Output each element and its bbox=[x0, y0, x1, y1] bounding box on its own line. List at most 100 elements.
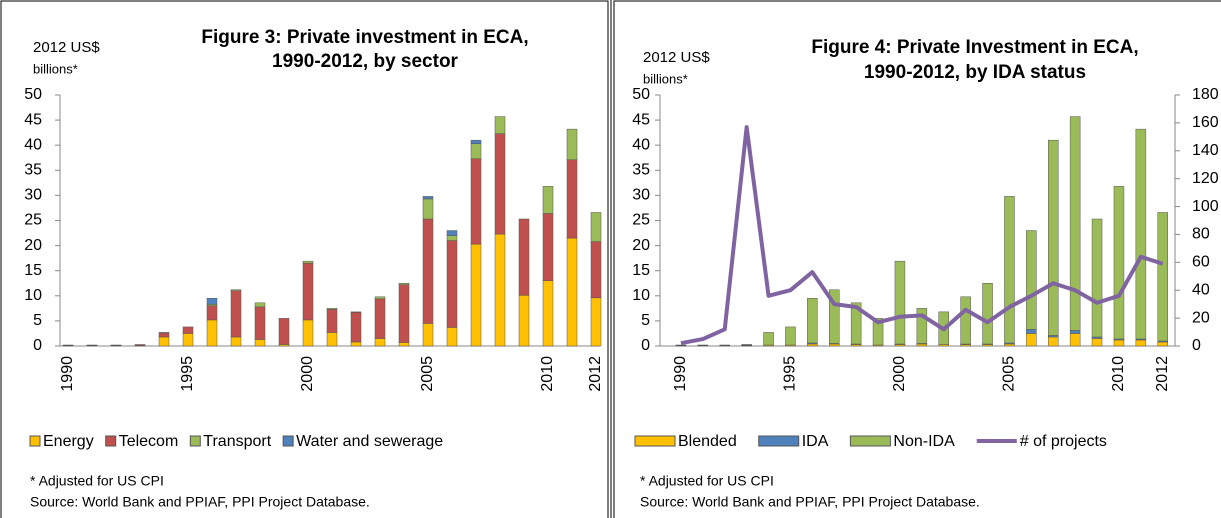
x-tick-label: 2012 bbox=[587, 356, 604, 392]
y-tick-label: 20 bbox=[24, 237, 42, 254]
bar-segment bbox=[446, 235, 458, 241]
y-tick-label: 40 bbox=[24, 136, 42, 153]
bar-segment bbox=[566, 159, 578, 239]
bar-segment bbox=[254, 306, 266, 340]
legend-swatch bbox=[758, 435, 800, 447]
y2-tick-label: 40 bbox=[1192, 281, 1210, 298]
y-tick-label: 30 bbox=[632, 187, 650, 204]
bar-segment bbox=[206, 319, 218, 347]
legend-label: Blended bbox=[678, 433, 737, 450]
bar-segment bbox=[542, 186, 554, 214]
bar-segment bbox=[542, 213, 554, 281]
bar-segment bbox=[1069, 116, 1081, 331]
chart-title: 1990-2012, by IDA status bbox=[864, 62, 1086, 83]
bar-segment bbox=[494, 233, 506, 347]
bar-segment bbox=[182, 333, 194, 347]
bar-segment bbox=[446, 240, 458, 328]
bar-segment bbox=[697, 344, 709, 346]
bar-segment bbox=[1113, 186, 1125, 340]
chart-title: Figure 4: Private Investment in ECA, bbox=[811, 37, 1138, 58]
bar-segment bbox=[470, 139, 482, 144]
bar-segment bbox=[518, 218, 530, 296]
y-tick-label: 0 bbox=[33, 337, 42, 354]
y-tick-label: 10 bbox=[632, 287, 650, 304]
bar-segment bbox=[590, 212, 602, 242]
bar-segment bbox=[374, 298, 386, 339]
bar-segment bbox=[398, 283, 410, 286]
y-axis-label: billions* bbox=[643, 71, 688, 86]
bar-segment bbox=[763, 332, 774, 346]
bar-segment bbox=[741, 344, 752, 346]
bar-segment bbox=[158, 336, 170, 347]
bar-segment bbox=[350, 312, 362, 343]
y2-tick-label: 20 bbox=[1192, 309, 1210, 326]
bar-segment bbox=[494, 133, 506, 235]
y-tick-label: 5 bbox=[641, 312, 650, 329]
x-tick-label: 1995 bbox=[782, 356, 799, 392]
y-tick-label: 0 bbox=[641, 337, 650, 354]
bar-segment bbox=[158, 332, 170, 338]
bar-segment bbox=[894, 260, 906, 345]
x-tick-label: 1990 bbox=[672, 356, 689, 392]
bar-segment bbox=[518, 295, 530, 347]
legend-swatch bbox=[849, 435, 891, 447]
footnote: Source: World Bank and PPIAF, PPI Projec… bbox=[30, 494, 370, 510]
bar-segment bbox=[916, 343, 928, 347]
bar-segment bbox=[494, 116, 506, 134]
bar-segment bbox=[872, 318, 884, 346]
bar-segment bbox=[542, 280, 554, 347]
bar-segment bbox=[1004, 196, 1015, 344]
bar-segment bbox=[422, 198, 434, 220]
legend-swatch bbox=[634, 435, 676, 447]
y-tick-label: 50 bbox=[632, 86, 650, 103]
bar-segment bbox=[590, 297, 602, 347]
bar-segment bbox=[566, 128, 578, 161]
panel-border bbox=[613, 0, 1221, 518]
bar-segment bbox=[1113, 339, 1125, 347]
bar-segment bbox=[326, 309, 338, 333]
legend-swatch bbox=[105, 435, 117, 447]
y2-tick-label: 60 bbox=[1192, 254, 1210, 271]
y2-tick-label: 80 bbox=[1192, 226, 1210, 243]
bar-segment bbox=[422, 196, 434, 200]
bar-segment bbox=[254, 339, 266, 347]
bar-segment bbox=[278, 318, 290, 345]
bar-segment bbox=[1026, 230, 1037, 330]
bar-segment bbox=[230, 336, 242, 347]
y2-tick-label: 180 bbox=[1192, 86, 1219, 103]
y-tick-label: 40 bbox=[632, 136, 650, 153]
legend-label: Transport bbox=[203, 433, 271, 450]
footnote: * Adjusted for US CPI bbox=[640, 473, 774, 489]
legend-label: Energy bbox=[43, 433, 94, 450]
legend-label: Water and sewerage bbox=[296, 433, 443, 450]
x-tick-label: 1990 bbox=[59, 356, 76, 392]
bar-segment bbox=[470, 143, 482, 160]
bar-segment bbox=[1069, 333, 1081, 347]
x-tick-label: 2010 bbox=[1110, 356, 1127, 392]
bar-segment bbox=[1048, 139, 1059, 336]
y-tick-label: 5 bbox=[33, 312, 42, 329]
x-tick-label: 2000 bbox=[299, 356, 316, 392]
y2-tick-label: 120 bbox=[1192, 170, 1219, 187]
bar-segment bbox=[422, 323, 434, 347]
bar-segment bbox=[470, 158, 482, 245]
bar-segment bbox=[446, 230, 458, 236]
bar-segment bbox=[1026, 329, 1037, 334]
bar-segment bbox=[134, 344, 146, 346]
bar-segment bbox=[807, 298, 818, 344]
bar-segment bbox=[302, 319, 314, 347]
legend-label: IDA bbox=[802, 433, 829, 450]
x-tick-label: 2012 bbox=[1154, 356, 1171, 392]
y2-tick-label: 100 bbox=[1192, 198, 1219, 215]
bar-segment bbox=[675, 344, 687, 346]
bar-segment bbox=[326, 332, 338, 347]
panel-border bbox=[0, 0, 609, 518]
bar-segment bbox=[254, 302, 266, 308]
bar-segment bbox=[1048, 336, 1059, 347]
bar-segment bbox=[807, 343, 818, 347]
y-tick-label: 35 bbox=[24, 162, 42, 179]
y-axis-label: 2012 US$ bbox=[643, 49, 710, 66]
bar-segment bbox=[182, 326, 194, 334]
chart-title: 1990-2012, by sector bbox=[272, 51, 459, 72]
bar-segment bbox=[302, 262, 314, 321]
